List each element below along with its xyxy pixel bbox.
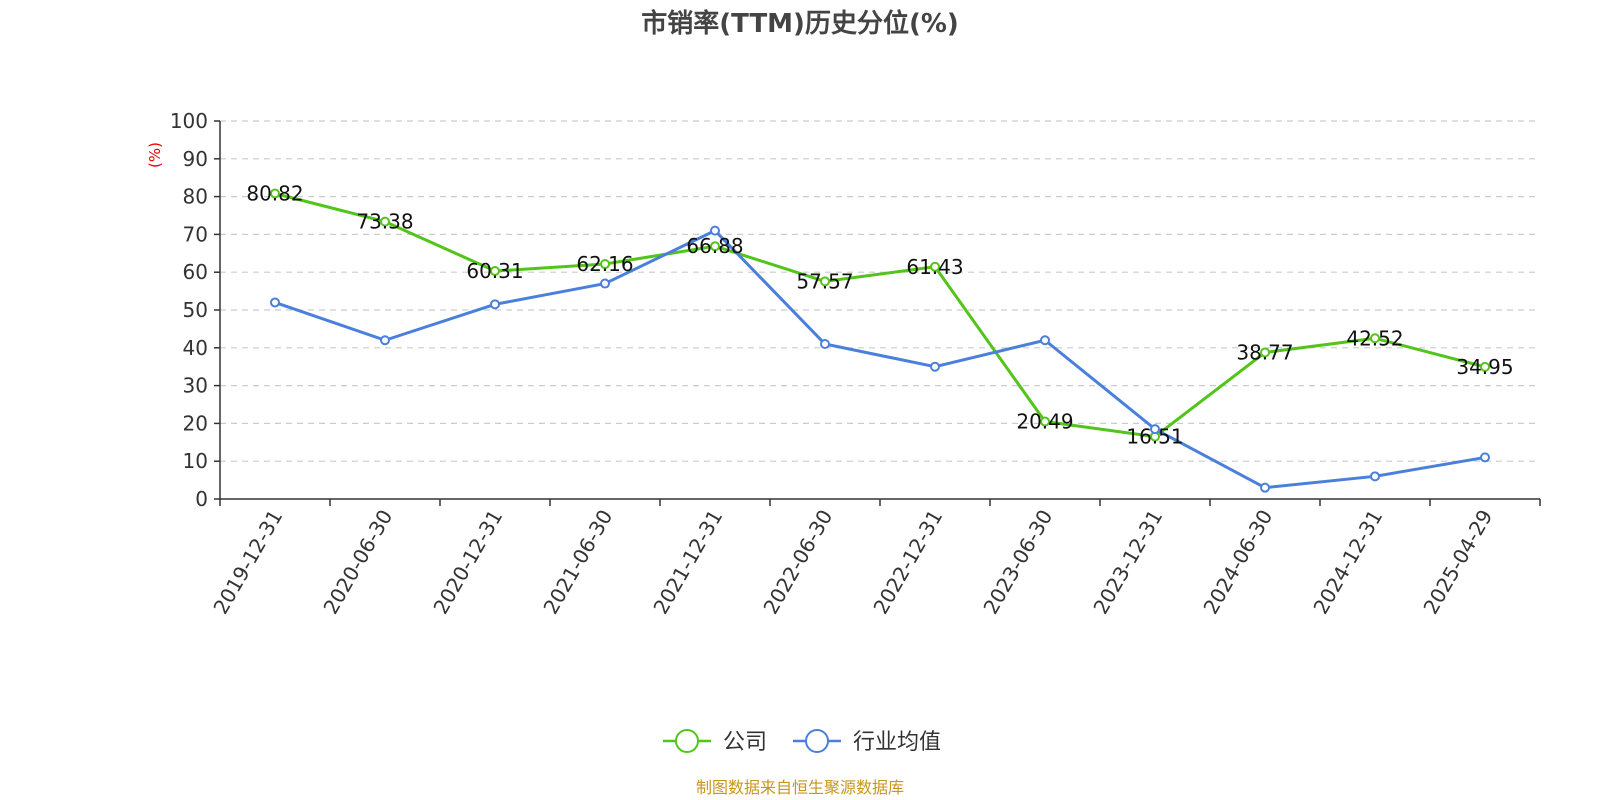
y-tick-label-20: 20: [183, 411, 208, 435]
legend-item-0[interactable]: 公司: [663, 729, 767, 755]
y-tick-label-60: 60: [183, 260, 208, 284]
data-labels: 80.82 73.38 60.31 62.16 66.88 57.57 61.43 20.49…: [246, 182, 1513, 449]
y-tick-label-70: 70: [183, 222, 208, 246]
series-0-point-1: [380, 216, 390, 227]
x-axis-ticks: 2019-12-31 2020-06-30 2020-12-31 2021-06-30…: [208, 499, 1541, 619]
series-0-point-7: [1040, 416, 1050, 427]
x-tick-label-2024-06-30: 2024-06-30: [1198, 506, 1277, 619]
x-tick-label-2022-06-30: 2022-06-30: [758, 506, 837, 619]
data-label-6: 61.43: [906, 255, 963, 279]
data-label-7: 20.49: [1016, 410, 1073, 434]
series-1-point-7: [1040, 335, 1050, 346]
series-1-point-11: [1480, 452, 1490, 463]
series-1-point-5: [820, 339, 830, 350]
y-tick-label-100: 100: [170, 109, 208, 133]
data-label-9: 38.77: [1236, 340, 1293, 364]
x-tick-label-2022-12-31: 2022-12-31: [868, 506, 947, 619]
data-label-11: 34.95: [1456, 355, 1513, 379]
series-0-point-4: [710, 241, 720, 252]
x-tick-label-2024-12-31: 2024-12-31: [1308, 506, 1387, 619]
y-tick-label-40: 40: [183, 336, 208, 360]
series-0-point-0: [270, 188, 280, 199]
series-0-point-2: [490, 266, 500, 277]
y-tick-label-90: 90: [183, 147, 208, 171]
data-label-4: 66.88: [686, 234, 743, 258]
data-label-0: 80.82: [246, 182, 303, 206]
data-label-10: 42.52: [1346, 326, 1403, 350]
gridlines: [220, 120, 1540, 462]
series-0-point-11: [1480, 361, 1490, 372]
x-tick-label-2025-04-29: 2025-04-29: [1418, 506, 1497, 619]
x-tick-label-2021-12-31: 2021-12-31: [648, 506, 727, 619]
series-0-point-3: [600, 259, 610, 270]
x-tick-label-2023-12-31: 2023-12-31: [1088, 506, 1167, 619]
series-1-point-8: [1150, 424, 1160, 435]
series-line-0: [274, 192, 1486, 439]
series-1-point-10: [1370, 471, 1380, 482]
y-tick-label-80: 80: [183, 185, 208, 209]
series-0-point-9: [1260, 347, 1270, 358]
x-tick-label-2020-12-31: 2020-12-31: [428, 506, 507, 619]
data-label-2: 60.31: [466, 259, 523, 283]
series-0-point-10: [1370, 333, 1380, 344]
x-tick-label-2020-06-30: 2020-06-30: [318, 506, 397, 619]
y-axis-label: (%): [146, 142, 164, 168]
y-tick-label-0: 0: [195, 487, 208, 511]
data-label-5: 57.57: [796, 269, 853, 293]
y-tick-label-30: 30: [183, 374, 208, 398]
data-label-1: 73.38: [356, 210, 413, 234]
legend-label-1: 行业均值: [853, 730, 941, 755]
series-line-1: [274, 229, 1486, 490]
legend-label-0: 公司: [723, 730, 767, 755]
legend[interactable]: 公司 行业均值: [663, 729, 941, 755]
data-label-8: 16.51: [1126, 425, 1183, 449]
y-tick-label-10: 10: [183, 449, 208, 473]
data-label-3: 62.16: [576, 252, 633, 276]
chart-title: 市销率(TTM)历史分位(%): [641, 8, 959, 39]
series-1-point-2: [490, 299, 500, 310]
series-0-point-5: [820, 276, 830, 287]
series-1-point-3: [600, 278, 610, 289]
legend-marker-0: [675, 729, 699, 753]
legend-item-1[interactable]: 行业均值: [793, 729, 941, 755]
x-tick-label-2019-12-31: 2019-12-31: [208, 506, 287, 619]
series-1-point-9: [1260, 482, 1270, 493]
x-tick-label-2023-06-30: 2023-06-30: [978, 506, 1057, 619]
series-group: [270, 188, 1490, 493]
y-tick-label-50: 50: [183, 298, 208, 322]
series-1-point-4: [710, 225, 720, 236]
series-1-point-0: [270, 297, 280, 308]
x-tick-label-2021-06-30: 2021-06-30: [538, 506, 617, 619]
source-note: 制图数据来自恒生聚源数据库: [696, 778, 904, 797]
series-1-point-1: [380, 335, 390, 346]
series-1-point-6: [930, 361, 940, 372]
y-axis-ticks: 0 10 20 30 40 50 60 70 80 90 100: [170, 109, 220, 511]
series-0-point-6: [930, 261, 940, 272]
legend-marker-1: [805, 729, 829, 753]
